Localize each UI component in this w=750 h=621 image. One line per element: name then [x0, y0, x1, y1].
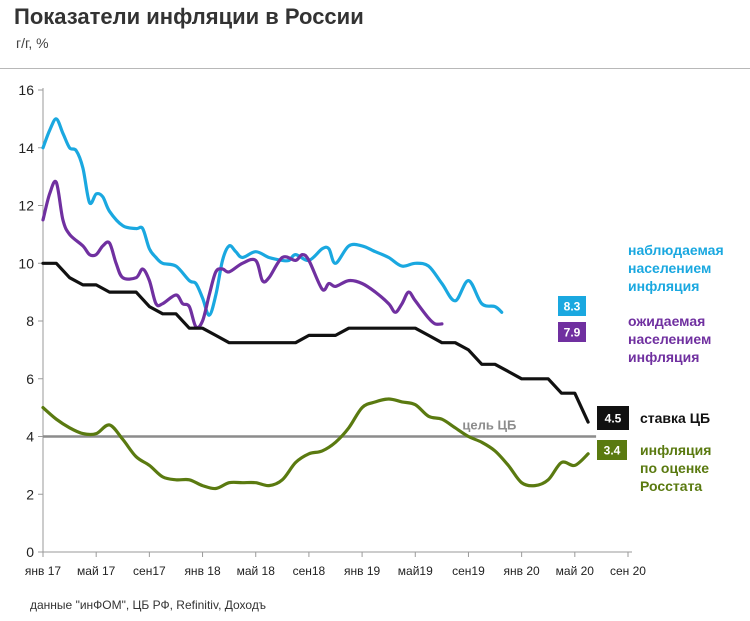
series-line-expected — [41, 179, 444, 330]
y-tick-label: 10 — [18, 255, 34, 271]
x-tick-label: сен18 — [293, 564, 326, 578]
x-tick-label: май 20 — [556, 564, 595, 578]
series-label-rosstat: по оценке — [640, 460, 709, 476]
x-tick-label: май 18 — [237, 564, 276, 578]
y-tick-label: 2 — [26, 486, 34, 502]
x-tick-label: янв 20 — [504, 564, 541, 578]
source-note: данные "инФОМ", ЦБ РФ, Refinitiv, Доходъ — [30, 598, 267, 612]
x-tick-label: сен19 — [452, 564, 485, 578]
chart-subtitle: г/г, % — [16, 35, 49, 51]
end-value-key_rate: 4.5 — [605, 412, 622, 426]
y-tick-label: 12 — [18, 198, 34, 214]
chart-title: Показатели инфляции в России — [14, 4, 364, 29]
series-label-observed: инфляция — [628, 278, 699, 294]
end-value-box-observed — [558, 296, 586, 316]
y-tick-label: 8 — [26, 313, 34, 329]
x-tick-label: сен17 — [133, 564, 166, 578]
end-value-rosstat: 3.4 — [604, 444, 621, 458]
series-label-observed: населением — [628, 260, 711, 276]
series-label-rosstat: Росстата — [640, 478, 702, 494]
series-line-rosstat — [41, 397, 590, 491]
header-divider — [0, 68, 750, 69]
x-tick-label: май 17 — [77, 564, 116, 578]
series-label-rosstat: инфляция — [640, 442, 711, 458]
end-value-box-key_rate — [597, 406, 629, 430]
series-label-expected: населением — [628, 331, 711, 347]
end-value-box-rosstat — [597, 440, 627, 460]
series-label-observed: наблюдаемая — [628, 242, 724, 258]
series-line-key_rate — [41, 261, 590, 424]
series-label-expected: ожидаемая — [628, 313, 705, 329]
target-label: цель ЦБ — [462, 418, 516, 433]
series-label-expected: инфляция — [628, 349, 699, 365]
y-tick-label: 14 — [18, 140, 34, 156]
series-label-key_rate: ставка ЦБ — [640, 410, 710, 426]
x-tick-label: янв 19 — [344, 564, 381, 578]
y-tick-label: 16 — [18, 82, 34, 98]
y-tick-label: 4 — [26, 429, 34, 445]
y-tick-label: 6 — [26, 371, 34, 387]
end-value-expected: 7.9 — [564, 326, 581, 340]
x-tick-label: янв 18 — [184, 564, 221, 578]
x-tick-label: май19 — [398, 564, 433, 578]
end-value-box-expected — [558, 322, 586, 342]
series-line-observed — [41, 117, 504, 317]
x-tick-label: сен 20 — [610, 564, 646, 578]
y-tick-label: 0 — [26, 544, 34, 560]
x-tick-label: янв 17 — [25, 564, 62, 578]
end-value-observed: 8.3 — [564, 300, 581, 314]
